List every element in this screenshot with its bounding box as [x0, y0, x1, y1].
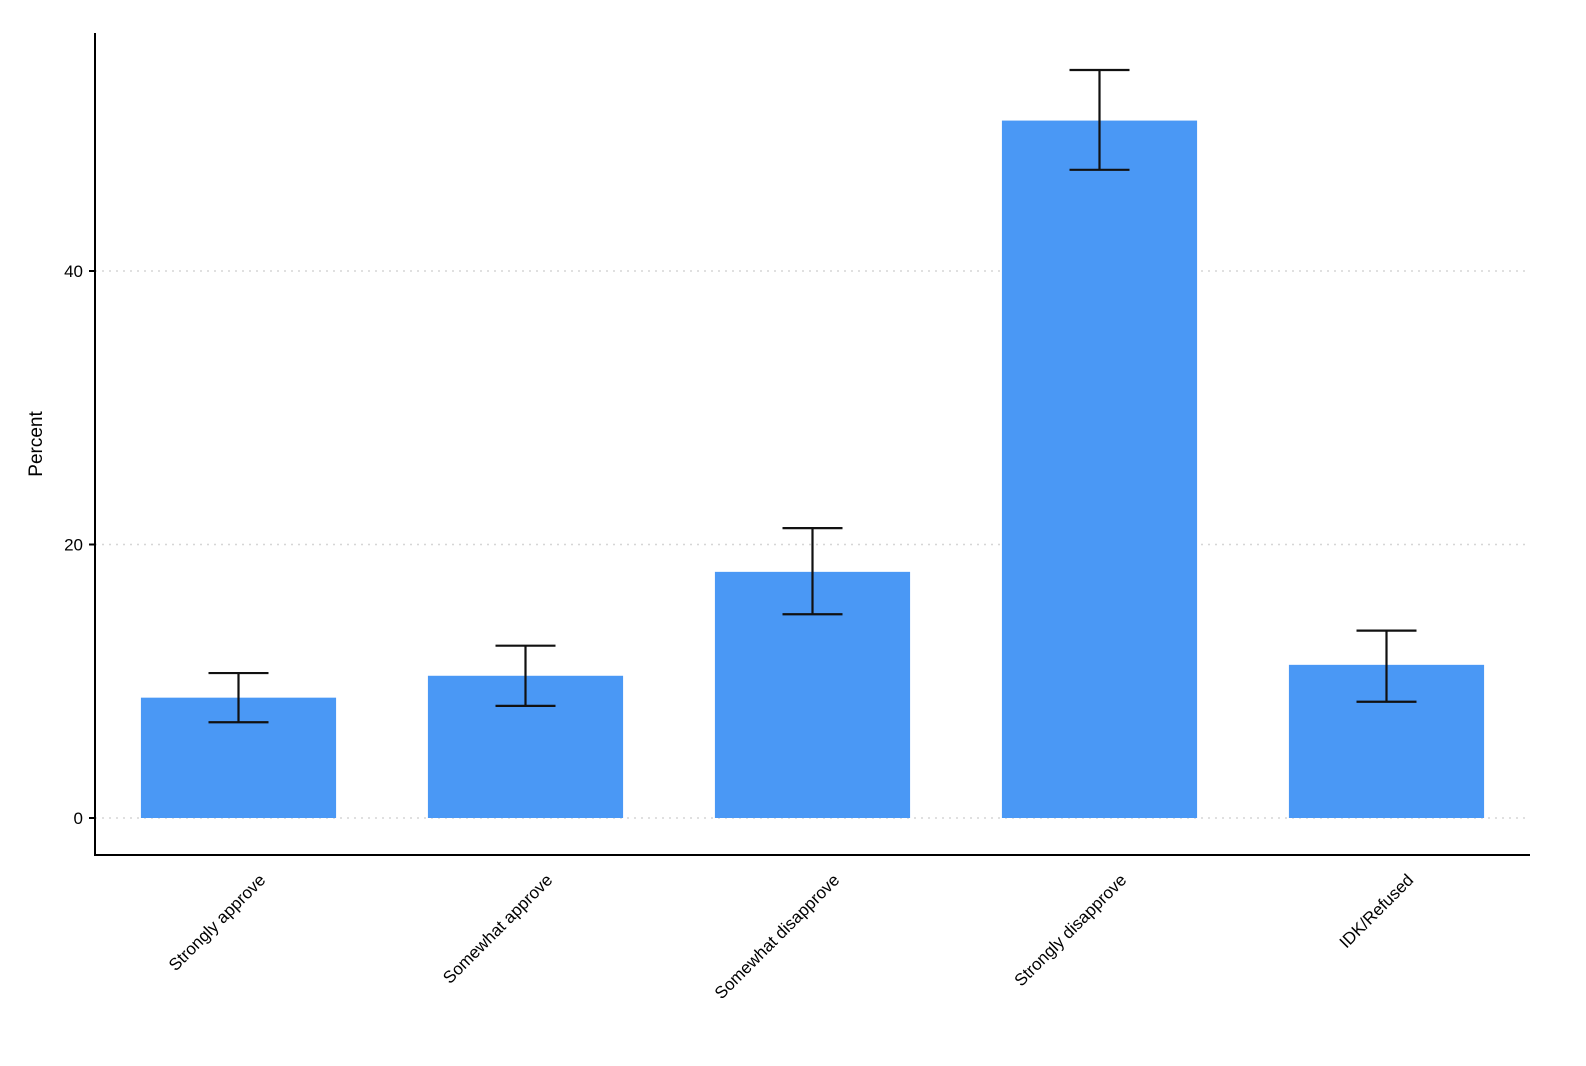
y-tick-label: 40	[64, 262, 83, 281]
y-ticks: 0 20 40	[64, 262, 95, 828]
x-labels: Strongly approve Somewhat approve Somewhat…	[165, 870, 1417, 1002]
y-tick-label: 0	[74, 809, 83, 828]
x-tick-label: Strongly disapprove	[1011, 870, 1131, 990]
x-tick-label: Strongly approve	[165, 870, 269, 974]
x-tick-label: Somewhat disapprove	[711, 870, 843, 1002]
y-tick-label: 20	[64, 535, 83, 554]
bar-4	[1001, 120, 1198, 818]
x-tick-label: Somewhat approve	[439, 870, 556, 987]
x-tick-label: IDK/Refused	[1336, 870, 1418, 952]
bar-series	[140, 120, 1485, 818]
error-bars	[208, 68, 1417, 724]
y-axis-title: Percent	[26, 411, 47, 477]
axes	[94, 33, 1530, 856]
